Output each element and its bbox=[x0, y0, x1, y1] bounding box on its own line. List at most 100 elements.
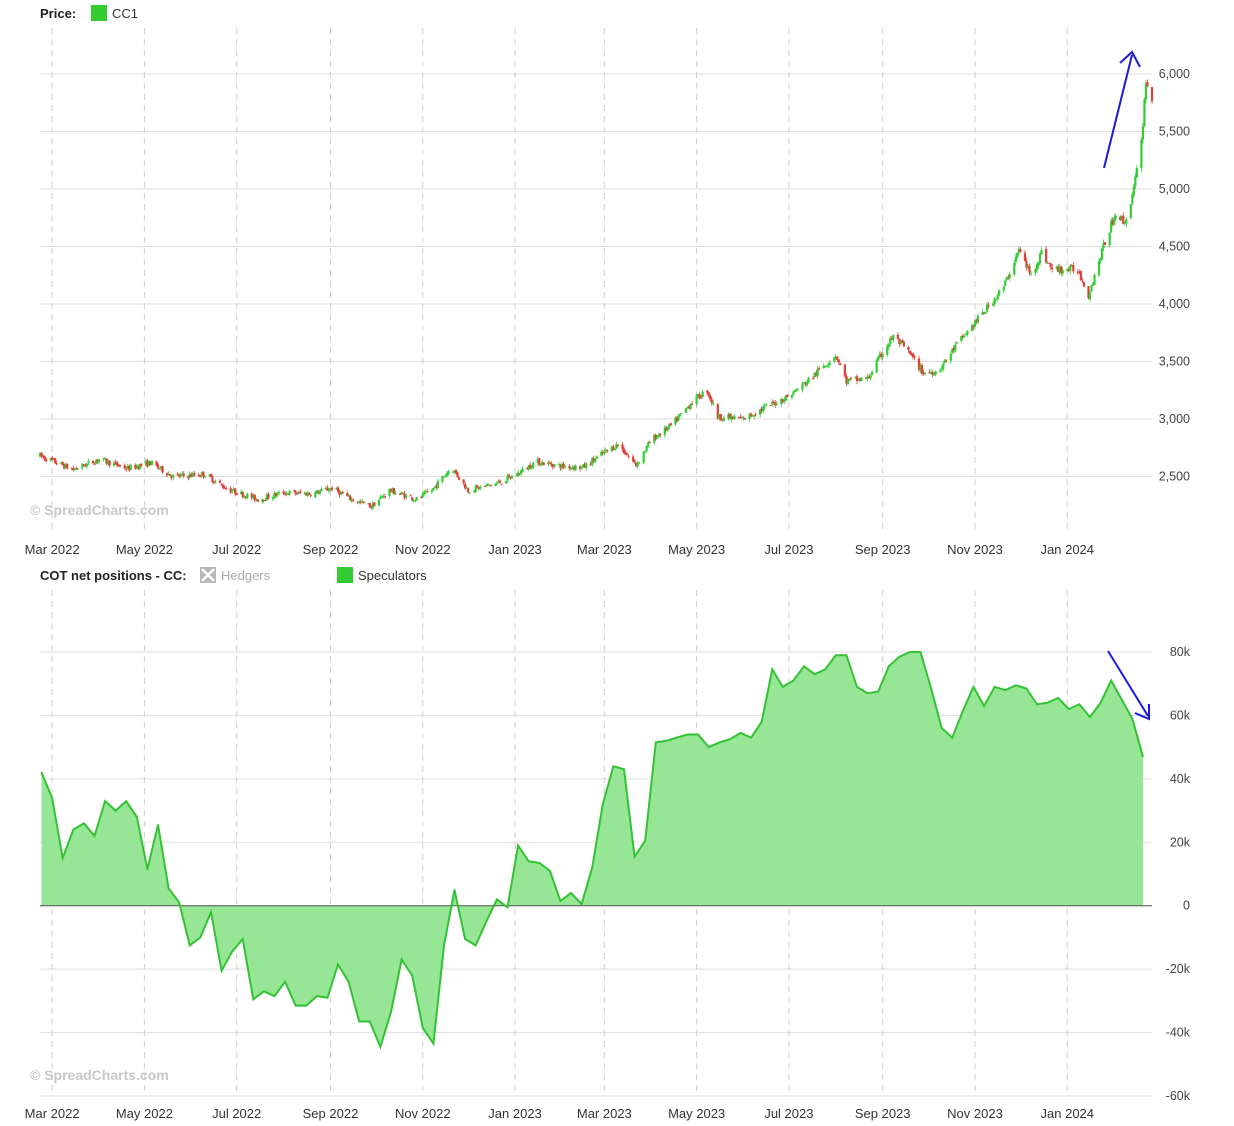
price-candle-body bbox=[621, 444, 624, 450]
price-candle-body bbox=[388, 488, 391, 497]
price-candle-body bbox=[1110, 221, 1113, 233]
price-candle-body bbox=[85, 463, 89, 467]
cot-x-tick-label: Jan 2023 bbox=[488, 1106, 542, 1121]
cc1-legend-label[interactable]: CC1 bbox=[112, 6, 138, 21]
price-candle-body bbox=[1141, 126, 1145, 140]
price-candle-body bbox=[453, 470, 456, 473]
price-candle-body bbox=[43, 456, 46, 460]
price-candle-body bbox=[718, 414, 721, 419]
price-x-tick-label: Nov 2022 bbox=[395, 542, 451, 557]
speculators-point bbox=[750, 736, 752, 739]
price-candle-body bbox=[647, 442, 650, 447]
price-candle-body bbox=[1100, 248, 1104, 260]
speculators-point bbox=[411, 974, 413, 977]
price-candle-body bbox=[678, 413, 682, 416]
price-candle-body bbox=[506, 475, 509, 481]
price-candle-body bbox=[324, 488, 328, 490]
speculators-point bbox=[633, 855, 636, 858]
price-candle-body bbox=[336, 487, 340, 492]
price-candle-body bbox=[774, 402, 777, 406]
price-candle-body bbox=[886, 346, 889, 355]
price-x-tick-label: Jul 2023 bbox=[764, 542, 813, 557]
price-candle-body bbox=[669, 423, 672, 426]
price-candle-body bbox=[633, 460, 636, 463]
price-candle-body bbox=[987, 305, 990, 307]
speculators-legend-swatch[interactable] bbox=[337, 567, 353, 583]
price-candle-body bbox=[75, 468, 78, 470]
price-candle-body bbox=[1038, 253, 1042, 264]
price-candle-body bbox=[308, 492, 311, 495]
price-candle-body bbox=[913, 356, 916, 358]
speculators-point bbox=[379, 1046, 382, 1048]
price-candle-body bbox=[1129, 204, 1132, 218]
price-candle-body bbox=[845, 375, 848, 384]
price-candle-body bbox=[1081, 280, 1084, 282]
price-x-tick-label: May 2023 bbox=[668, 542, 725, 557]
price-candle-body bbox=[625, 453, 629, 456]
price-candle-body bbox=[265, 494, 269, 501]
price-candle-body bbox=[489, 484, 492, 486]
price-candle-body bbox=[367, 503, 370, 505]
speculators-point bbox=[951, 736, 954, 739]
hedgers-disabled-x-icon bbox=[201, 568, 215, 582]
price-candle-body bbox=[1017, 248, 1020, 253]
speculators-legend-label[interactable]: Speculators bbox=[358, 568, 427, 583]
speculators-point bbox=[496, 898, 498, 901]
price-candle-body bbox=[684, 408, 688, 413]
speculators-point bbox=[1025, 687, 1028, 690]
price-candle-body bbox=[76, 468, 79, 470]
price-candle-body bbox=[70, 468, 73, 470]
price-candle-body bbox=[442, 476, 446, 478]
speculators-point bbox=[930, 687, 932, 690]
price-candle-body bbox=[846, 379, 850, 384]
price-candle-body bbox=[772, 401, 775, 403]
hedgers-legend-label[interactable]: Hedgers bbox=[221, 568, 271, 583]
price-candle-body bbox=[603, 451, 606, 454]
price-candle-body bbox=[571, 467, 574, 469]
speculators-point bbox=[1089, 716, 1091, 718]
price-candle-body bbox=[158, 467, 161, 469]
price-candle-body bbox=[998, 290, 1001, 296]
price-candle-body bbox=[191, 473, 194, 476]
price-candle-body bbox=[824, 365, 827, 367]
speculators-legend-toggle[interactable]: Speculators bbox=[337, 567, 427, 583]
price-candle-body bbox=[698, 394, 701, 399]
speculators-point bbox=[612, 765, 615, 767]
price-candle-body bbox=[224, 488, 228, 490]
price-candle-body bbox=[510, 476, 514, 479]
price-candle-body bbox=[294, 491, 297, 494]
price-candle-body bbox=[241, 492, 244, 498]
price-legend-label: Price: bbox=[40, 6, 76, 21]
price-candle-body bbox=[167, 473, 170, 476]
price-candle-body bbox=[457, 477, 461, 480]
speculators-point bbox=[453, 889, 456, 891]
price-x-tick-label: Mar 2023 bbox=[577, 542, 632, 557]
price-candle-body bbox=[231, 491, 234, 493]
price-x-tick-label: Sep 2022 bbox=[303, 542, 359, 557]
price-candle-body bbox=[834, 356, 837, 359]
price-candle-body bbox=[199, 476, 202, 478]
price-candle-body bbox=[176, 474, 179, 476]
hedgers-legend-toggle[interactable]: Hedgers bbox=[200, 567, 271, 583]
speculators-point bbox=[771, 668, 774, 671]
price-candle-body bbox=[923, 372, 927, 374]
price-x-tick-label: Nov 2023 bbox=[947, 542, 1003, 557]
price-candle-body bbox=[995, 298, 998, 300]
price-candle-body bbox=[822, 366, 825, 369]
price-candle-body bbox=[288, 490, 291, 495]
price-candle-body bbox=[465, 487, 468, 489]
price-candle-body bbox=[330, 487, 334, 490]
price-candle-body bbox=[462, 479, 465, 484]
price-watermark: © SpreadCharts.com bbox=[30, 502, 169, 518]
price-candle-body bbox=[930, 372, 933, 374]
cc1-legend-swatch[interactable] bbox=[91, 5, 107, 21]
price-candle-body bbox=[273, 492, 276, 498]
price-candle-body bbox=[66, 464, 69, 469]
price-candle-body bbox=[642, 451, 645, 463]
price-candle-body bbox=[349, 495, 352, 501]
price-candle-body bbox=[627, 455, 630, 457]
price-candle-body bbox=[805, 381, 809, 386]
price-candle-body bbox=[1079, 271, 1082, 281]
speculators-point bbox=[866, 692, 869, 695]
price-candle-body bbox=[134, 465, 137, 469]
